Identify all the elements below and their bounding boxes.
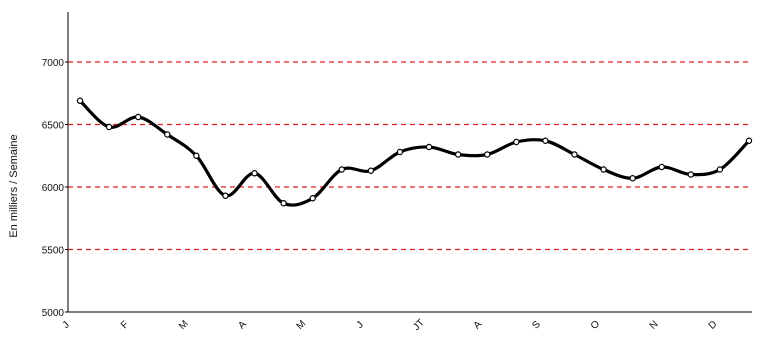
data-point-11 <box>396 148 404 156</box>
data-points <box>76 97 753 207</box>
data-point-12 <box>425 143 433 151</box>
data-point-1 <box>105 123 113 131</box>
data-point-5 <box>222 192 229 199</box>
x-tick-8: S <box>530 319 543 332</box>
data-point-9 <box>338 166 345 173</box>
data-point-22 <box>716 166 724 173</box>
x-tick-2: M <box>177 318 191 332</box>
x-tick-1: F <box>119 319 131 331</box>
data-point-19 <box>629 175 636 182</box>
data-point-21 <box>687 171 695 178</box>
x-tick-5: J <box>355 320 366 331</box>
axes <box>67 12 752 313</box>
data-point-17 <box>571 151 578 158</box>
data-point-6 <box>251 170 258 177</box>
y-tick-5500: 5500 <box>42 246 65 257</box>
data-point-10 <box>367 167 375 174</box>
y-axis-label: En milliers / Semaine <box>8 134 20 237</box>
x-tick-3: A <box>236 319 249 332</box>
data-point-2 <box>134 113 142 121</box>
data-point-15 <box>513 138 520 146</box>
data-point-13 <box>454 151 462 158</box>
y-tick-6500: 6500 <box>42 121 65 132</box>
data-point-7 <box>280 200 287 207</box>
x-tick-9: O <box>589 318 602 331</box>
y-tick-5000: 5000 <box>42 308 65 319</box>
series-line <box>78 99 751 207</box>
data-point-4 <box>193 152 200 159</box>
y-tick-labels: 5000 5500 6000 6500 7000 <box>42 58 68 319</box>
x-tick-11: D <box>707 319 720 332</box>
x-tick-6: JT <box>411 317 427 333</box>
x-tick-7: A <box>472 319 485 332</box>
y-tick-7000: 7000 <box>42 58 65 69</box>
data-point-23 <box>745 137 753 144</box>
y-tick-6000: 6000 <box>42 183 65 194</box>
x-tick-4: M <box>295 318 309 332</box>
x-tick-10: N <box>648 319 661 332</box>
data-point-16 <box>542 137 549 144</box>
data-point-14 <box>484 151 491 158</box>
data-point-20 <box>658 163 665 171</box>
gridlines <box>68 61 752 251</box>
data-point-3 <box>164 131 171 138</box>
data-point-18 <box>600 166 607 173</box>
data-point-0 <box>76 97 84 104</box>
x-tick-labels: J F M A M J JT A S O N D <box>61 317 720 333</box>
data-point-8 <box>309 195 316 202</box>
x-tick-0: J <box>61 320 72 331</box>
